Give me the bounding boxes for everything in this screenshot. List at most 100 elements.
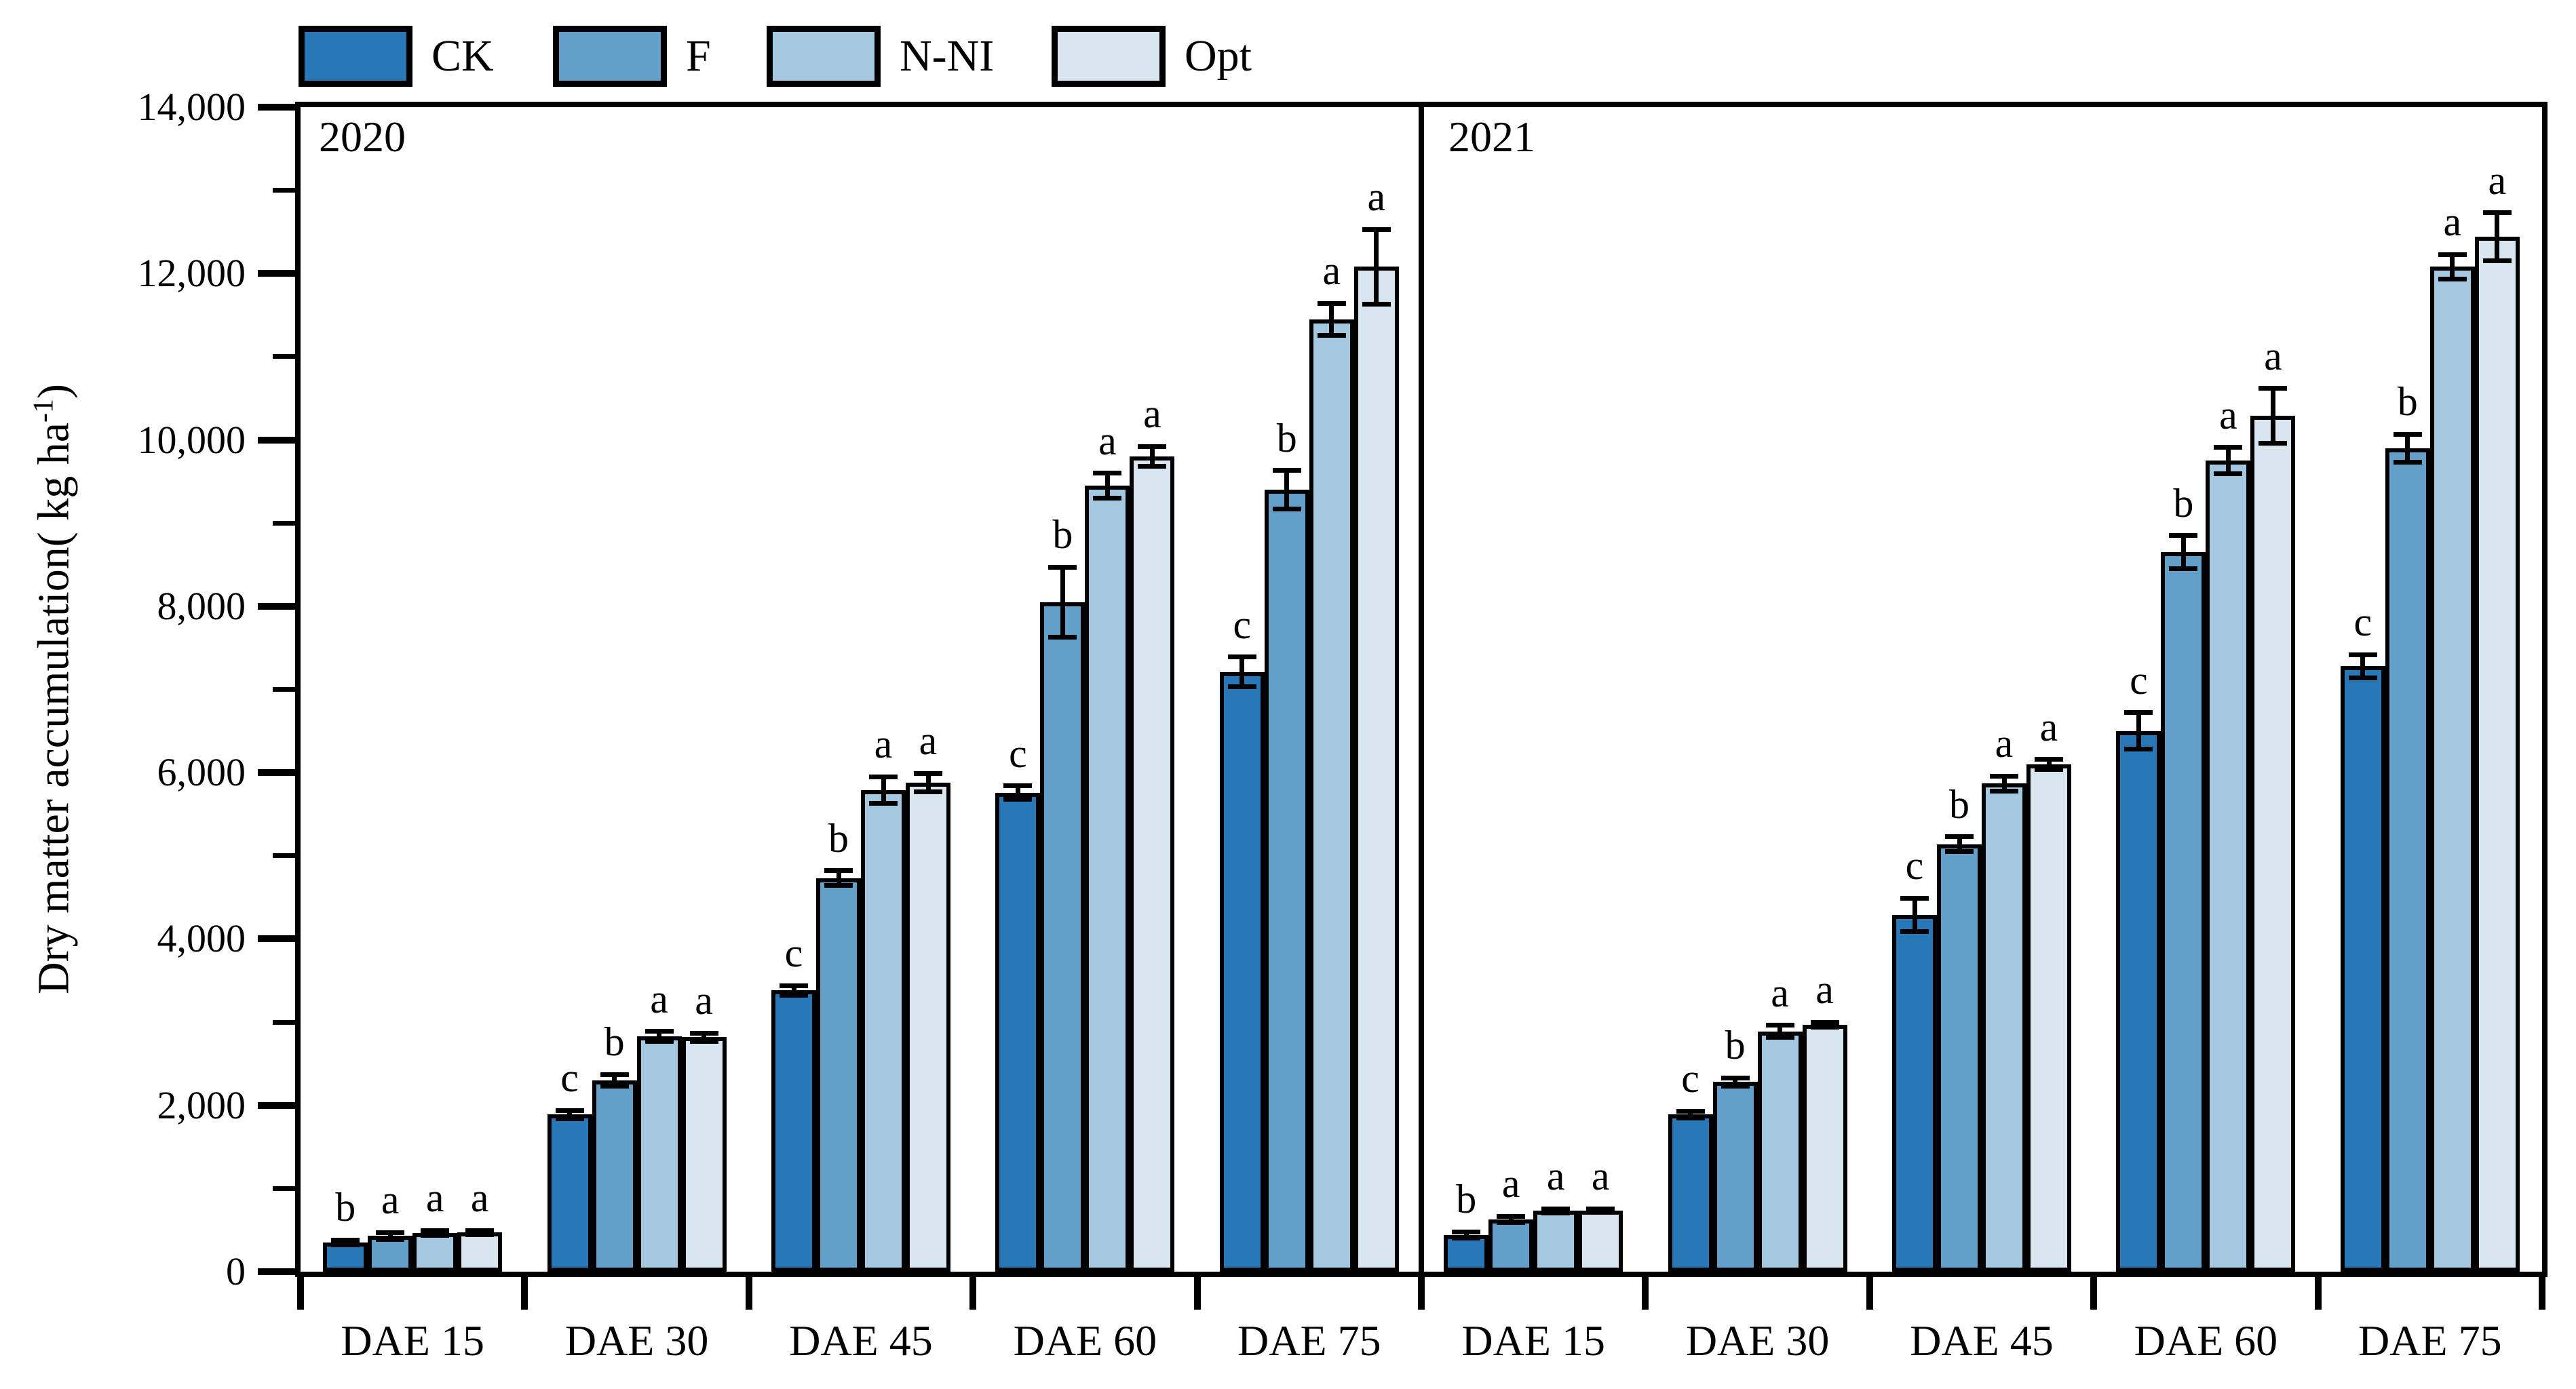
x-axis-tick (1642, 1277, 1649, 1310)
error-bar-cap-bottom (689, 1038, 718, 1044)
error-bar-cap-bottom (1272, 506, 1301, 511)
legend-item-f: F (553, 26, 711, 87)
bar-2021-DAE60-CK (2116, 730, 2161, 1272)
y-axis-major-tick (258, 935, 295, 943)
error-bar-cap-top (2214, 445, 2243, 450)
y-axis-major-tick (258, 1101, 295, 1109)
bar-2020-DAE30-F (592, 1080, 637, 1272)
error-bar-cap-bottom (2393, 460, 2422, 465)
bar-2021-DAE30-Opt (1802, 1024, 1847, 1272)
error-bar-cap-bottom (555, 1116, 584, 1121)
error-bar-line (2360, 654, 2366, 678)
error-bar-line (1508, 1216, 1514, 1223)
significance-letter: a (1771, 970, 1789, 1015)
y-axis-major-tick (258, 436, 295, 444)
error-bar-line (1777, 1025, 1783, 1038)
significance-letter: a (2264, 333, 2282, 378)
significance-letter: a (874, 722, 893, 767)
bar-2021-DAE45-F (1937, 844, 1982, 1272)
error-bar-line (1957, 836, 1962, 852)
error-bar-cap-bottom (1227, 684, 1256, 690)
error-bar-cap-bottom (645, 1038, 674, 1044)
error-bar-cap-top (2438, 252, 2467, 257)
error-bar-line (657, 1031, 662, 1042)
x-axis-category-label: DAE 30 (1685, 1316, 1830, 1365)
y-axis-tick-label: 0 (226, 1249, 246, 1293)
error-bar-cap-bottom (1810, 1024, 1839, 1030)
y-axis-major-tick (258, 602, 295, 610)
error-bar-cap-top (1676, 1108, 1705, 1114)
error-bar-cap-top (689, 1030, 718, 1036)
error-bar-cap-top (2348, 652, 2377, 657)
y-axis-title: Dry matter accumulation( kg ha-1) (28, 384, 79, 994)
error-bar-line (567, 1110, 573, 1119)
error-bar-cap-top (645, 1029, 674, 1034)
significance-letter: b (2397, 379, 2418, 424)
y-axis-tick-label: 12,000 (137, 251, 246, 296)
x-axis-tick (1866, 1277, 1873, 1310)
error-bar-cap-top (1990, 773, 2018, 779)
error-bar-line (2136, 712, 2141, 749)
error-bar-line (1374, 229, 1379, 305)
error-bar-line (1104, 473, 1110, 498)
error-bar-cap-bottom (2124, 747, 2153, 752)
error-bar-cap-top (2258, 386, 2288, 391)
x-axis-tick (2539, 1277, 2545, 1310)
y-axis-minor-tick (273, 1019, 295, 1025)
x-axis-tick (969, 1277, 977, 1310)
error-bar-cap-bottom (465, 1232, 495, 1237)
error-bar-cap-bottom (2258, 440, 2288, 446)
error-bar-line (1912, 898, 1917, 932)
error-bar-cap-bottom (2482, 258, 2512, 264)
error-bar-line (2001, 776, 2007, 791)
error-bar-cap-bottom (914, 789, 942, 794)
y-axis-minor-tick (273, 188, 295, 193)
bar-2020-DAE60-CK (995, 792, 1041, 1272)
error-bar-line (2270, 388, 2275, 444)
y-axis-title-main: Dry matter accumulation( kg ha (28, 422, 79, 994)
error-bar-line (612, 1074, 617, 1087)
bar-2020-DAE75-Opt (1353, 267, 1399, 1272)
error-bar-line (2450, 254, 2455, 279)
error-bar-line (1239, 657, 1245, 687)
error-bar-cap-top (1586, 1206, 1615, 1211)
error-bar-line (432, 1230, 438, 1236)
error-bar-cap-bottom (1317, 332, 1346, 338)
significance-letter: b (1456, 1177, 1477, 1222)
x-axis-category-label: DAE 60 (2134, 1316, 2278, 1365)
bar-2020-DAE30-N-NI (636, 1036, 682, 1272)
y-axis-tick-label: 2,000 (157, 1082, 246, 1127)
significance-letter: a (1367, 174, 1386, 220)
x-axis-tick (1418, 1277, 1425, 1310)
significance-letter: a (425, 1175, 444, 1221)
error-bar-line (1463, 1232, 1469, 1238)
legend-label-nni: N-NI (900, 31, 995, 81)
legend-swatch-opt (1052, 26, 1166, 87)
y-axis-major-tick (258, 270, 295, 277)
error-bar-cap-bottom (869, 801, 898, 806)
error-bar-cap-top (869, 774, 898, 779)
y-axis-minor-tick (273, 520, 295, 526)
x-axis-category-label: DAE 45 (789, 1316, 933, 1365)
legend-item-opt: Opt (1052, 26, 1252, 87)
error-bar-cap-top (331, 1237, 360, 1243)
error-bar-cap-top (1093, 471, 1122, 476)
bar-2020-DAE15-N-NI (412, 1232, 458, 1272)
significance-letter: b (1052, 512, 1073, 557)
bar-2020-DAE45-F (816, 878, 861, 1272)
significance-letter: a (1143, 391, 1161, 437)
error-bar-cap-bottom (1990, 788, 2018, 794)
error-bar-cap-bottom (1900, 928, 1929, 934)
bar-2020-DAE60-Opt (1130, 456, 1175, 1272)
error-bar-cap-bottom (1048, 634, 1077, 640)
significance-letter: c (1009, 730, 1027, 776)
error-bar-cap-bottom (331, 1243, 360, 1248)
significance-letter: a (1546, 1154, 1565, 1199)
error-bar-cap-bottom (600, 1084, 629, 1089)
significance-letter: a (2488, 157, 2507, 203)
error-bar-line (2180, 535, 2186, 569)
error-bar-cap-bottom (2438, 277, 2467, 282)
x-axis-category-label: DAE 45 (1910, 1316, 2054, 1365)
significance-letter: a (2219, 392, 2237, 437)
